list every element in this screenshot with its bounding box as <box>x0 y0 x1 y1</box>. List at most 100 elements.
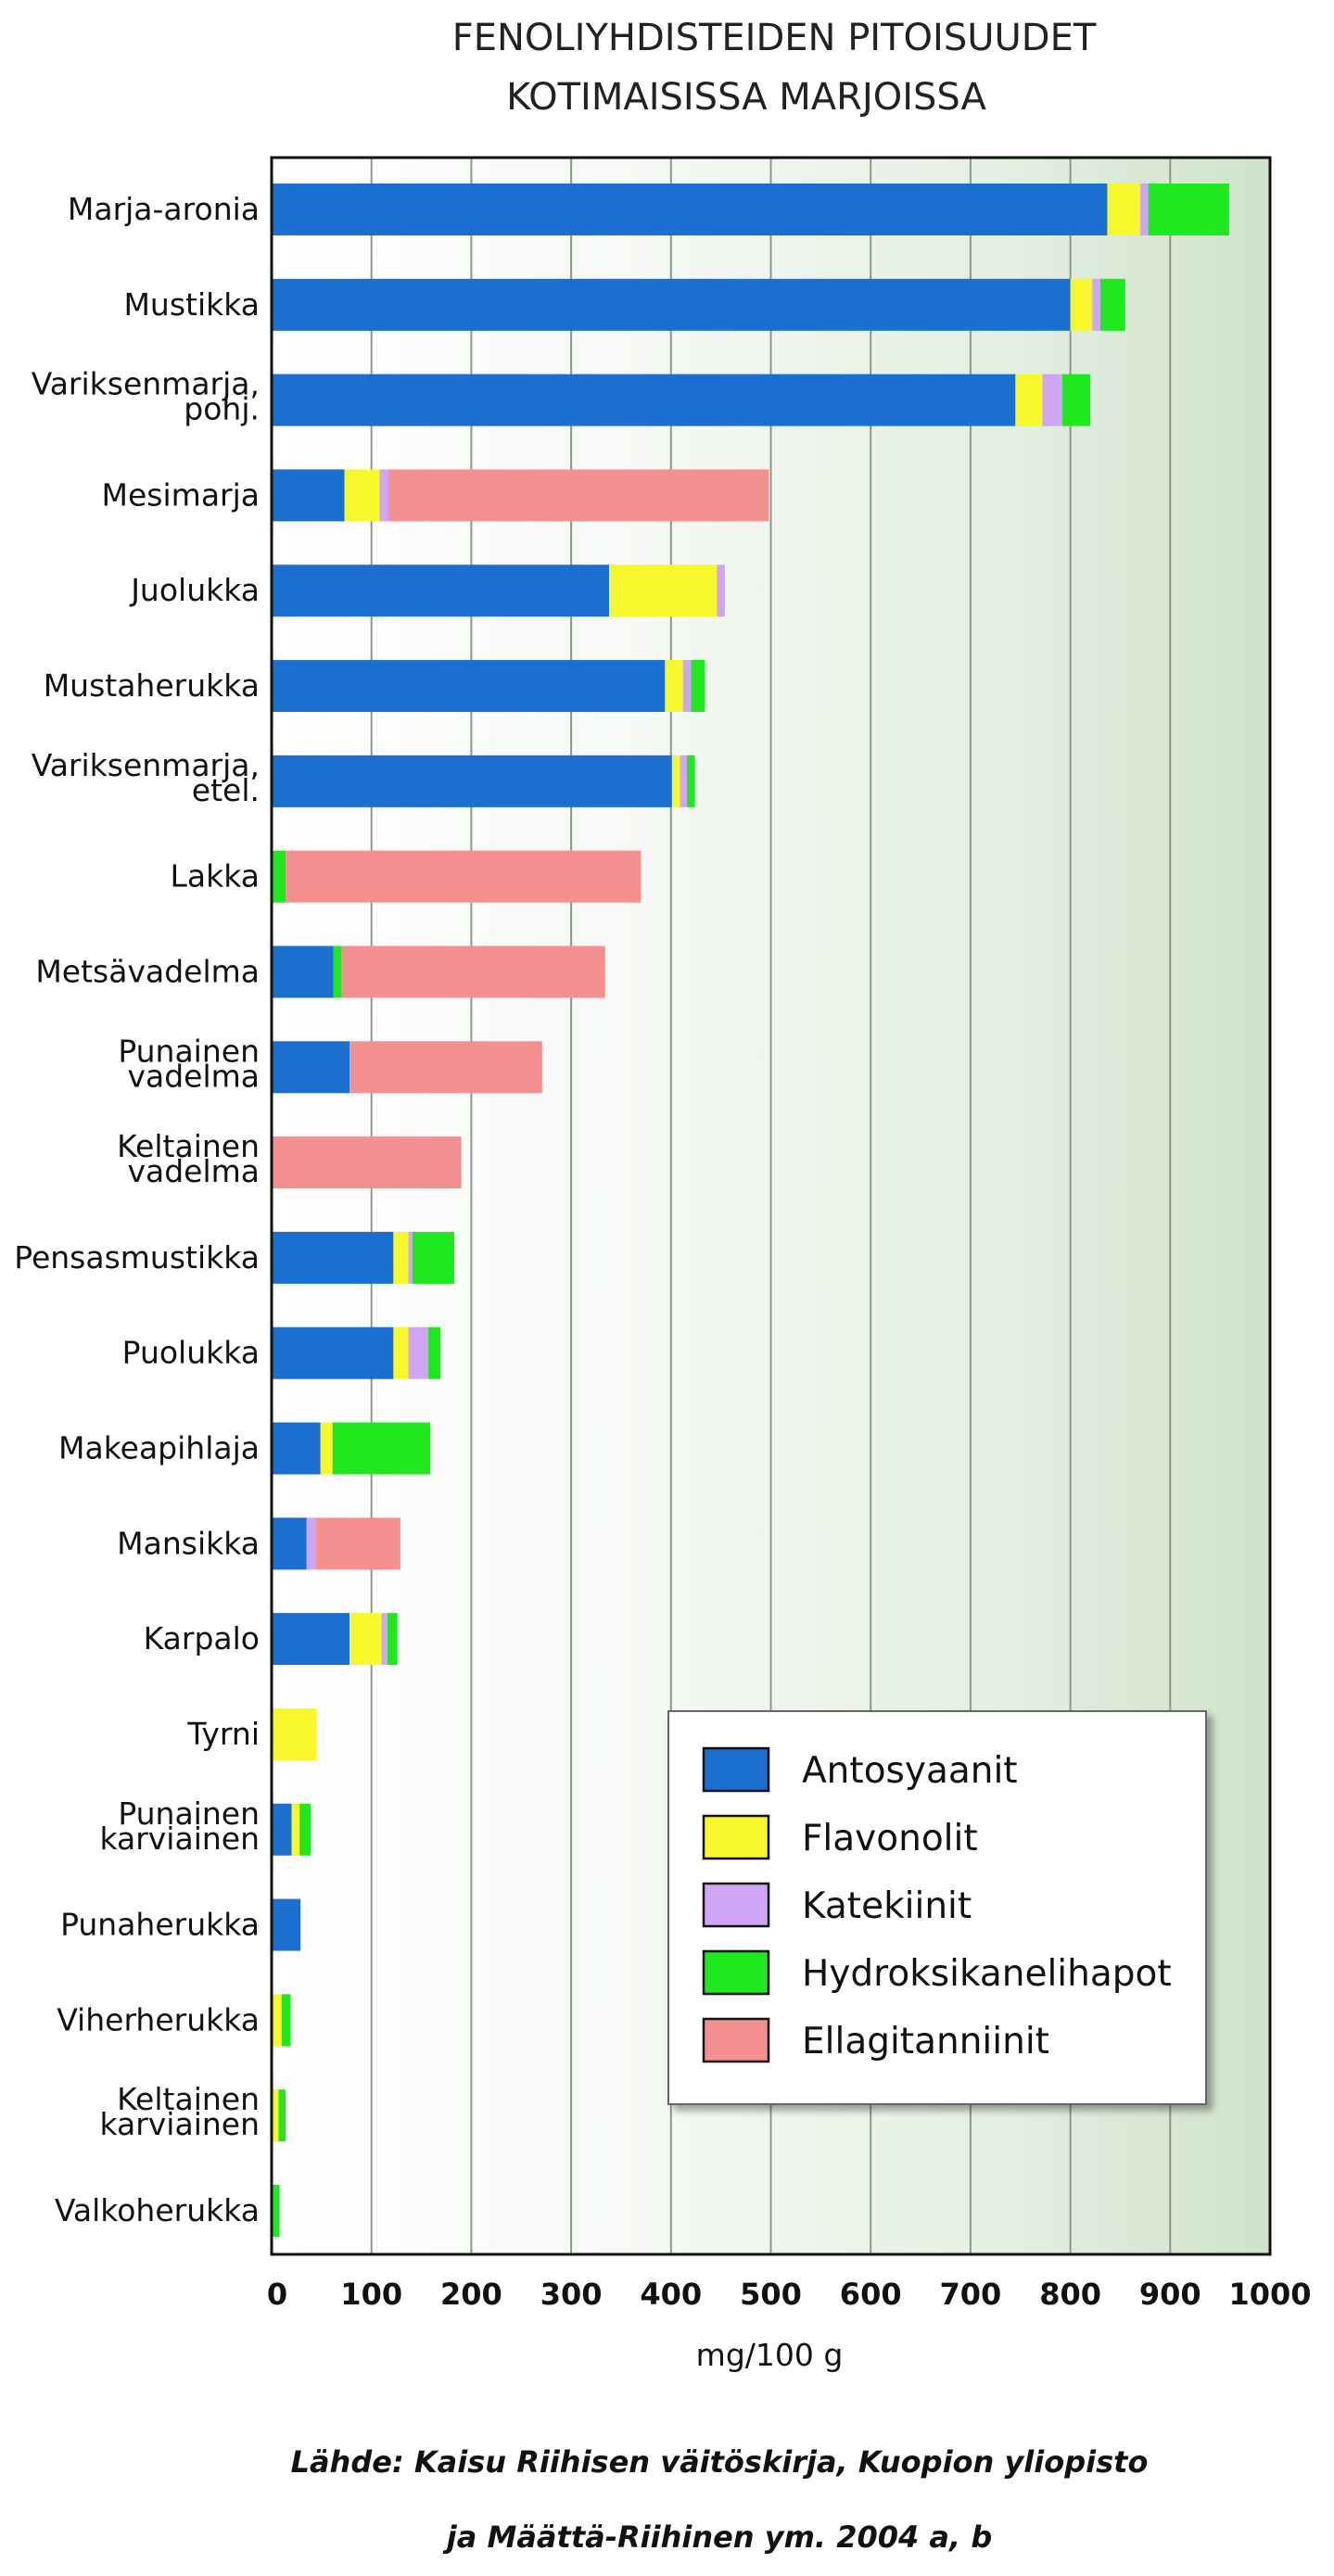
category-label-mustikka: Mustikka <box>123 286 260 323</box>
chart-title-line-1: FENOLIYHDISTEIDEN PITOISUUDET <box>452 17 1097 59</box>
bar-marja-aronia-katekiinit <box>1139 184 1149 235</box>
category-label-punainen-karviainen-line-2: karviainen <box>99 1821 260 1857</box>
category-label-lakka: Lakka <box>171 858 260 895</box>
bars <box>272 184 1229 2237</box>
x-tick-900: 900 <box>1139 2277 1201 2312</box>
bar-keltainen-karviainen-flavonolit <box>272 2089 279 2142</box>
category-label-variksenmarja-etel-line-1: Variksenmarja, <box>32 747 260 783</box>
bar-mustikka-hydroksikanelihapot <box>1099 278 1125 331</box>
bar-metsavadelma-antosyaanit <box>272 945 334 998</box>
category-label-mesimarja: Mesimarja <box>102 476 260 513</box>
bar-viherherukka-flavonolit <box>272 1994 282 2047</box>
category-label-makeapihlaja: Makeapihlaja <box>58 1430 260 1466</box>
bar-juolukka-katekiinit <box>717 565 725 617</box>
bar-variksenmarja-etel-katekiinit <box>680 755 688 807</box>
x-tick-1000: 1000 <box>1228 2277 1311 2312</box>
category-label-variksenmarja-pohj-line-2: pohj. <box>184 391 260 427</box>
legend-swatch-hydroksikanelihapot <box>702 1949 770 1996</box>
category-label-metsavadelma: Metsävadelma <box>35 953 260 989</box>
category-label-tyrni: Tyrni <box>186 1716 260 1752</box>
legend-label-ellagitanniinit: Ellagitanniinit <box>802 2021 1049 2062</box>
bar-viherherukka-hydroksikanelihapot <box>281 1994 291 2047</box>
plot-frame <box>270 156 1272 2256</box>
legend-swatch-ellagitanniinit <box>702 2017 770 2063</box>
category-label-valkoherukka: Valkoherukka <box>55 2192 260 2228</box>
bar-lakka-hydroksikanelihapot <box>272 850 286 903</box>
bar-pensasmustikka-hydroksikanelihapot <box>412 1231 455 1284</box>
legend-label-hydroksikanelihapot: Hydroksikanelihapot <box>802 1953 1172 1995</box>
category-label-puolukka: Puolukka <box>122 1335 260 1371</box>
bar-puolukka-flavonolit <box>393 1326 409 1379</box>
bar-makeapihlaja-hydroksikanelihapot <box>332 1422 431 1475</box>
bar-punainen-karviainen-hydroksikanelihapot <box>299 1803 311 1856</box>
category-label-karpalo: Karpalo <box>144 1620 260 1656</box>
bar-pensasmustikka-antosyaanit <box>272 1231 394 1284</box>
category-label-marja-aronia: Marja-aronia <box>68 191 260 227</box>
legend-label-flavonolit: Flavonolit <box>802 1818 978 1859</box>
bar-metsavadelma-ellagitanniinit <box>341 945 605 998</box>
x-tick-0: 0 <box>267 2277 287 2312</box>
bar-mansikka-antosyaanit <box>272 1517 307 1570</box>
bar-karpalo-antosyaanit <box>272 1613 350 1666</box>
x-tick-800: 800 <box>1039 2277 1101 2312</box>
bar-mesimarja-antosyaanit <box>272 469 345 522</box>
x-tick-labels: 0 100 200 300 400 500 600 700 800 900 1000 <box>267 2277 1312 2312</box>
bar-variksenmarja-pohj-flavonolit <box>1015 374 1043 426</box>
bar-karpalo-hydroksikanelihapot <box>387 1613 398 1666</box>
bar-puolukka-hydroksikanelihapot <box>428 1326 441 1379</box>
category-label-keltainen-karviainen-line-2: karviainen <box>99 2106 260 2142</box>
category-label-punainen-vadelma-line-2: vadelma <box>127 1058 260 1094</box>
bar-punainen-karviainen-antosyaanit <box>272 1803 292 1856</box>
category-label-punainen-vadelma-line-1: Punainen <box>118 1033 260 1069</box>
bar-mustaherukka-hydroksikanelihapot <box>691 660 705 713</box>
bar-mesimarja-flavonolit <box>344 469 380 522</box>
bar-pensasmustikka-katekiinit <box>408 1231 413 1284</box>
source-line-1: Lähde: Kaisu Riihisen väitöskirja, Kuopi… <box>291 2444 1149 2480</box>
category-label-pensasmustikka: Pensasmustikka <box>14 1239 260 1275</box>
category-label-punainen-karviainen-line-1: Punainen <box>118 1796 260 1832</box>
bar-mansikka-ellagitanniinit <box>315 1517 400 1570</box>
bar-marja-aronia-antosyaanit <box>272 184 1108 235</box>
bar-punaherukka-antosyaanit <box>272 1898 301 1951</box>
bar-punainen-vadelma-ellagitanniinit <box>349 1041 542 1094</box>
category-label-keltainen-vadelma-line-1: Keltainen <box>117 1128 260 1164</box>
bar-keltainen-karviainen-hydroksikanelihapot <box>278 2089 286 2142</box>
x-tick-100: 100 <box>340 2277 402 2312</box>
bar-makeapihlaja-antosyaanit <box>272 1422 321 1475</box>
legend-label-katekiinit: Katekiinit <box>802 1885 972 1927</box>
bar-mesimarja-ellagitanniinit <box>388 469 769 522</box>
bar-punainen-vadelma-antosyaanit <box>272 1041 350 1094</box>
category-label-mansikka: Mansikka <box>117 1525 260 1561</box>
bar-mustikka-antosyaanit <box>272 278 1071 331</box>
x-tick-400: 400 <box>640 2277 702 2312</box>
bar-tyrni-flavonolit <box>272 1707 317 1760</box>
bar-variksenmarja-etel-antosyaanit <box>272 755 672 807</box>
category-label-variksenmarja-etel-line-2: etel. <box>192 772 260 808</box>
bar-punainen-karviainen-flavonolit <box>291 1803 300 1856</box>
x-tick-700: 700 <box>940 2277 1002 2312</box>
category-label-viherherukka: Viherherukka <box>57 2001 260 2037</box>
bar-juolukka-flavonolit <box>609 565 718 617</box>
bar-mansikka-katekiinit <box>306 1517 316 1570</box>
chart-title-line-2: KOTIMAISISSA MARJOISSA <box>506 76 986 119</box>
bar-mustaherukka-flavonolit <box>665 660 683 713</box>
bar-variksenmarja-etel-flavonolit <box>671 755 680 807</box>
x-tick-600: 600 <box>840 2277 902 2312</box>
bar-mustikka-flavonolit <box>1070 278 1093 331</box>
bar-juolukka-antosyaanit <box>272 565 610 617</box>
bar-variksenmarja-etel-hydroksikanelihapot <box>687 755 695 807</box>
bar-karpalo-flavonolit <box>349 1613 382 1666</box>
bar-karpalo-katekiinit <box>381 1613 387 1666</box>
bar-lakka-ellagitanniinit <box>286 850 642 903</box>
bar-marja-aronia-flavonolit <box>1107 184 1140 235</box>
legend-swatch-katekiinit <box>702 1882 770 1928</box>
bar-variksenmarja-pohj-antosyaanit <box>272 374 1016 426</box>
bar-mustaherukka-katekiinit <box>682 660 692 713</box>
bar-mesimarja-katekiinit <box>379 469 389 522</box>
category-label-variksenmarja-pohj-line-1: Variksenmarja, <box>32 366 260 402</box>
category-label-juolukka: Juolukka <box>129 572 260 608</box>
x-tick-500: 500 <box>740 2277 802 2312</box>
x-tick-200: 200 <box>440 2277 502 2312</box>
legend-label-antosyaanit: Antosyaanit <box>802 1750 1018 1792</box>
bar-variksenmarja-pohj-hydroksikanelihapot <box>1061 374 1091 426</box>
